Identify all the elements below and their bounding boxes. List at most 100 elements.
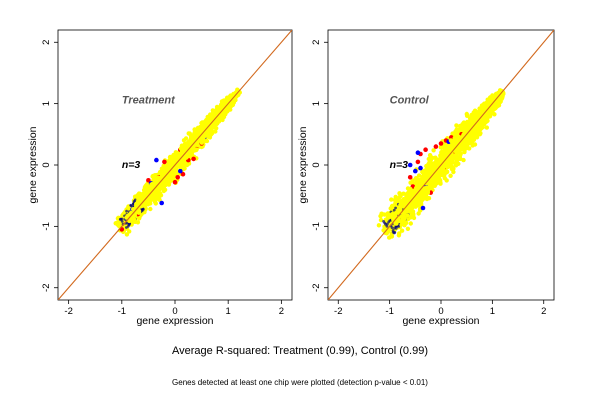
cloud-point (420, 169, 425, 175)
edge-point (131, 202, 135, 206)
cloud-point (406, 204, 411, 210)
outlier-red-point (146, 178, 151, 183)
cloud-point (400, 201, 405, 206)
x-tick-label: -2 (334, 306, 342, 317)
cloud-point (444, 170, 449, 175)
cloud-point (228, 93, 233, 98)
cloud-point (140, 194, 145, 200)
y-tick-label: -1 (311, 222, 322, 230)
cloud-point (127, 229, 132, 234)
cloud-point (459, 139, 464, 144)
cloud-point (472, 128, 478, 133)
sample-count-annotation: n=3 (390, 159, 409, 171)
outlier-red-point (415, 159, 421, 165)
outlier-blue-point (413, 168, 418, 174)
cloud-point (434, 181, 439, 186)
y-tick-label: 2 (41, 40, 52, 45)
outlier-red-point (423, 147, 428, 152)
panel-title: Control (390, 95, 430, 107)
cloud-point (481, 121, 487, 127)
edge-point (126, 224, 130, 228)
reference-line (58, 30, 292, 300)
cloud-point (454, 148, 460, 153)
cloud-point (149, 182, 154, 187)
cloud-point (394, 221, 399, 226)
sample-count-annotation: n=3 (122, 159, 141, 171)
outlier-blue-point (418, 165, 423, 171)
reference-line (328, 30, 554, 300)
edge-point (129, 203, 133, 207)
cloud-point (454, 123, 459, 128)
y-axis-label: gene expression (297, 126, 309, 203)
cloud-point (198, 125, 203, 130)
cloud-point (464, 111, 469, 117)
cloud-point (488, 97, 493, 102)
cloud-point (490, 105, 495, 110)
cloud-point (454, 127, 459, 132)
outlier-red-point (191, 156, 196, 162)
caption-sub: Genes detected at least one chip were pl… (172, 378, 428, 387)
cloud-point (141, 187, 147, 193)
cloud-point (414, 200, 419, 205)
cloud-point (453, 153, 458, 158)
plot-area (328, 30, 554, 300)
edge-point (387, 220, 391, 224)
edge-point (391, 230, 395, 234)
cloud-point (151, 173, 156, 178)
outlier-red-point (180, 171, 186, 177)
y-axis-label: gene expression (27, 126, 39, 203)
cloud-point (429, 161, 434, 166)
cloud-point (454, 158, 459, 164)
outlier-red-point (407, 175, 413, 180)
cloud-point (415, 179, 421, 184)
cloud-point (148, 201, 153, 206)
outlier-blue-point (407, 162, 413, 168)
cloud-point (207, 127, 212, 133)
cloud-point (410, 178, 415, 183)
cloud-point (470, 137, 475, 142)
cloud-point (463, 129, 468, 135)
plot-area (58, 30, 292, 300)
cloud-point (148, 206, 153, 212)
x-tick-label: 2 (279, 306, 284, 317)
outlier-red-point (162, 159, 167, 165)
y-tick-label: -2 (311, 284, 322, 292)
point-cloud-core (385, 93, 503, 226)
edge-point (397, 225, 401, 228)
cloud-point (471, 110, 476, 115)
cloud-point (178, 146, 184, 151)
cloud-point (483, 102, 488, 107)
cloud-point (180, 158, 186, 163)
cloud-point (157, 197, 162, 202)
cloud-point (477, 115, 482, 121)
cloud-point (408, 221, 413, 226)
cloud-point (424, 187, 429, 192)
cloud-point (410, 209, 416, 214)
outlier-red-point (172, 179, 178, 185)
cloud-point (465, 134, 471, 139)
cloud-point (226, 106, 231, 112)
cloud-point (438, 159, 444, 164)
cloud-point (458, 151, 463, 156)
cloud-point (448, 138, 454, 143)
cloud-point (194, 147, 199, 152)
cloud-point (399, 214, 404, 219)
cloud-point (214, 121, 219, 127)
edge-point (384, 223, 387, 226)
cloud-point (389, 197, 394, 202)
cloud-point (378, 217, 384, 223)
cloud-point (171, 163, 176, 168)
cloud-point (464, 121, 469, 127)
cloud-point (411, 215, 417, 221)
cloud-point (431, 148, 436, 153)
edge-point (132, 200, 136, 203)
outlier-blue-point (178, 168, 183, 174)
y-tick-label: 0 (311, 162, 322, 167)
cloud-point (376, 223, 382, 228)
x-axis-label: gene expression (136, 315, 213, 327)
edge-point (390, 226, 394, 230)
outlier-red-point (438, 141, 444, 146)
cloud-point (391, 203, 396, 208)
cloud-point (136, 215, 142, 221)
cloud-point (387, 214, 393, 219)
